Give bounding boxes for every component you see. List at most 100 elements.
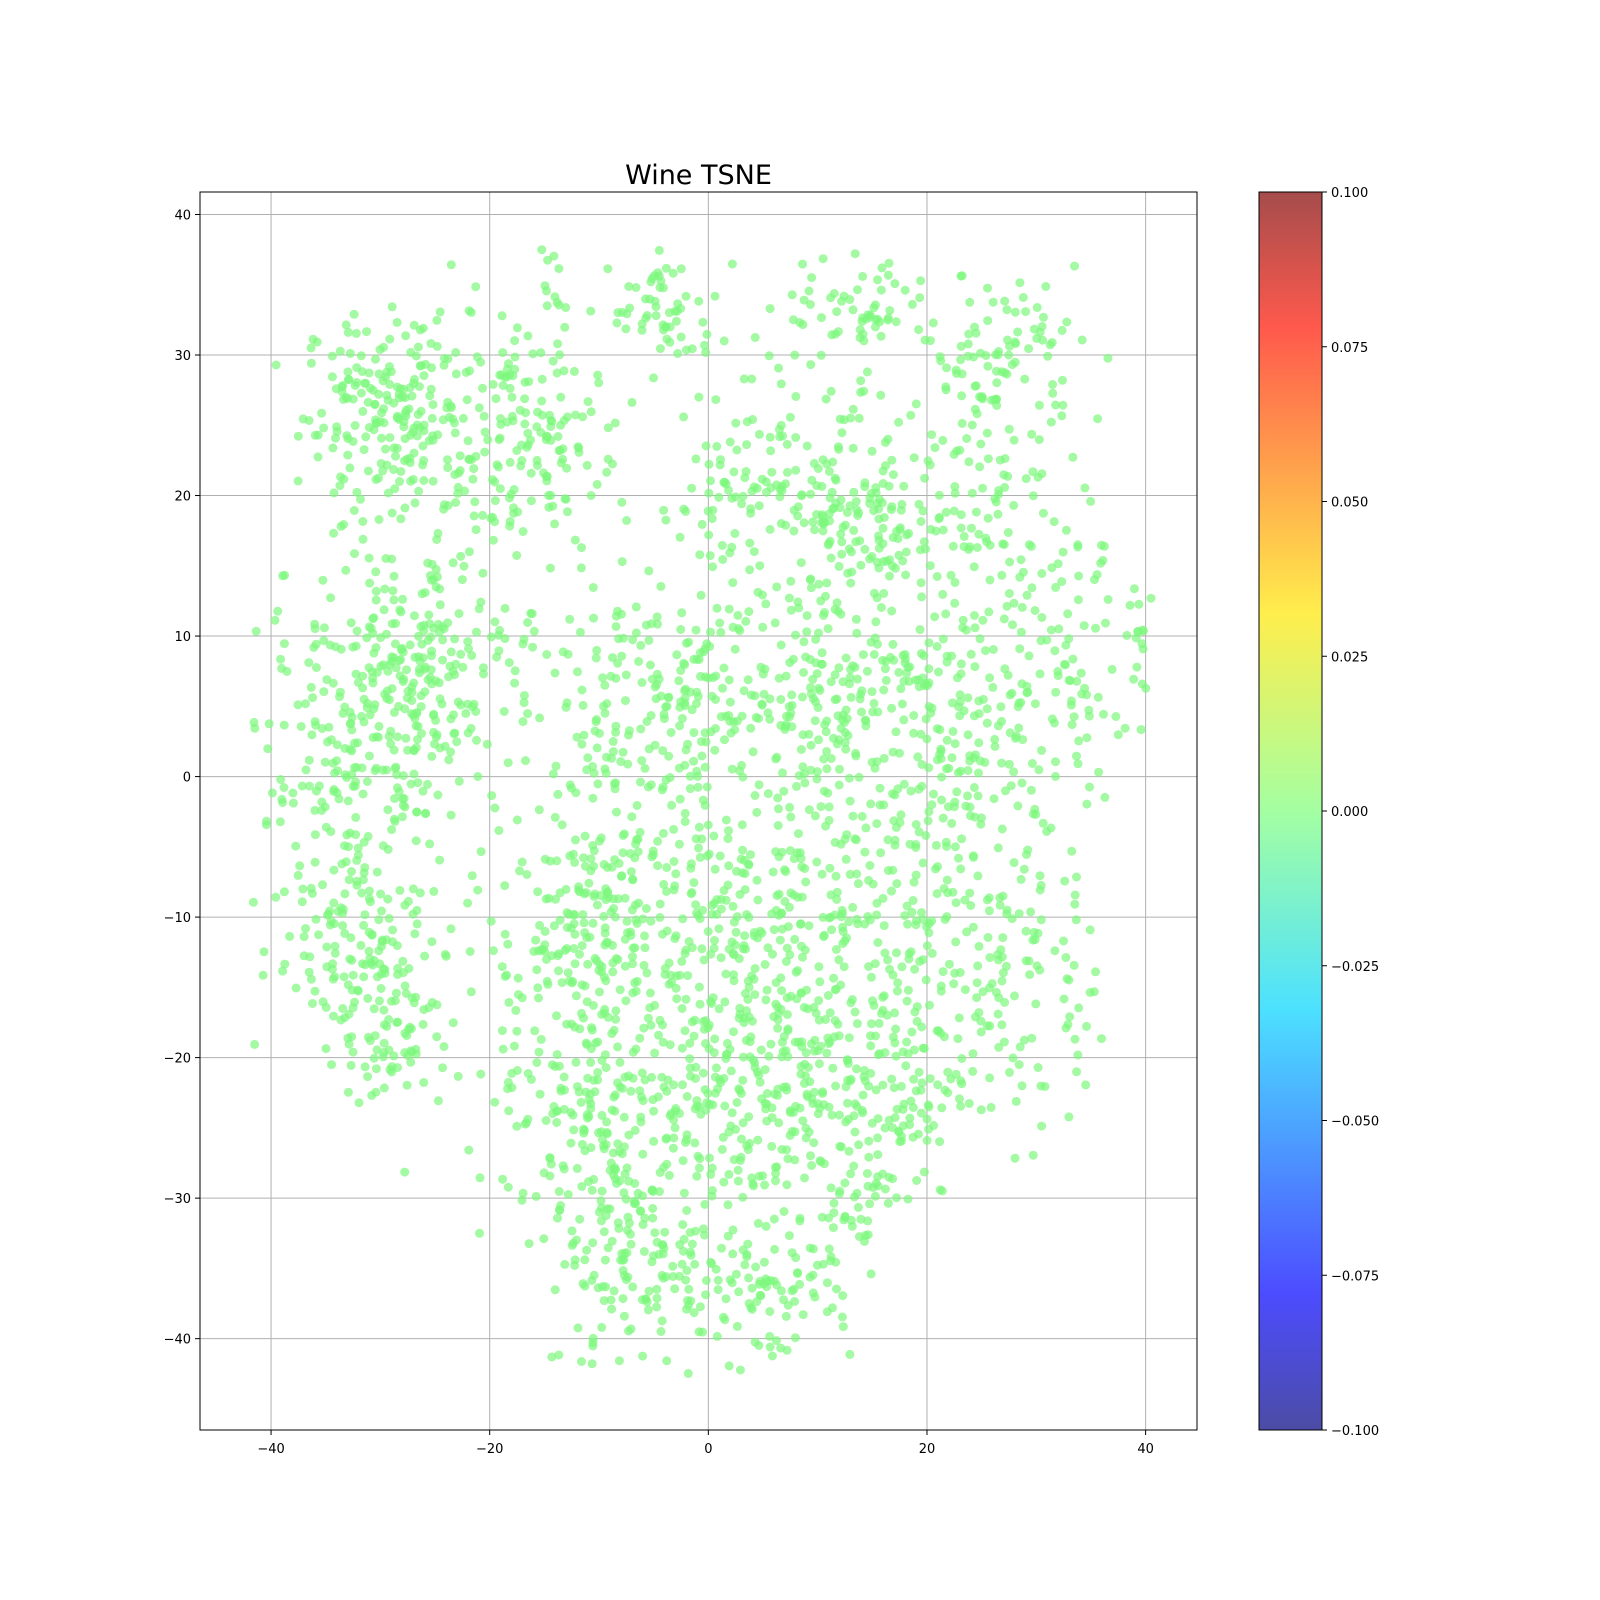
scatter-point	[768, 949, 777, 959]
scatter-point	[971, 328, 981, 338]
scatter-point	[866, 799, 876, 809]
scatter-point	[270, 615, 280, 625]
scatter-point	[702, 851, 712, 861]
scatter-point	[337, 859, 347, 869]
scatter-point	[1001, 786, 1010, 796]
scatter-point	[662, 1356, 672, 1366]
scatter-point	[359, 694, 369, 704]
scatter-point	[1050, 718, 1059, 728]
scatter-point	[830, 985, 840, 995]
scatter-point	[707, 909, 717, 919]
scatter-point	[378, 466, 388, 476]
colorbar: 0.1000.0750.0500.0250.000−0.025−0.050−0.…	[1258, 186, 1379, 1439]
scatter-point	[537, 245, 547, 255]
scatter-point	[580, 928, 590, 938]
scatter-point	[714, 492, 724, 502]
scatter-point	[878, 893, 888, 903]
scatter-point	[413, 735, 422, 744]
scatter-point	[673, 299, 683, 309]
scatter-point	[895, 748, 904, 758]
scatter-point	[651, 694, 661, 704]
scatter-point	[746, 1032, 756, 1042]
scatter-point	[1067, 846, 1077, 856]
scatter-point	[682, 1092, 692, 1101]
scatter-point	[554, 264, 564, 274]
scatter-point	[622, 516, 632, 525]
scatter-point	[345, 719, 355, 729]
scatter-point	[720, 1101, 730, 1111]
scatter-point	[830, 837, 840, 847]
scatter-point	[357, 367, 367, 377]
scatter-point	[368, 733, 378, 742]
scatter-point	[640, 931, 649, 941]
scatter-point	[433, 619, 443, 629]
scatter-point	[868, 879, 878, 889]
scatter-point	[811, 658, 821, 668]
scatter-point	[310, 857, 320, 867]
scatter-point	[951, 898, 961, 908]
scatter-point	[769, 925, 779, 935]
scatter-point	[545, 856, 555, 866]
scatter-point	[556, 420, 566, 430]
scatter-point	[838, 677, 848, 687]
scatter-point	[545, 1154, 555, 1163]
scatter-point	[675, 1240, 685, 1250]
scatter-point	[571, 410, 580, 420]
scatter-point	[881, 656, 891, 666]
scatter-point	[806, 574, 816, 584]
scatter-point	[360, 910, 370, 920]
scatter-point	[732, 912, 742, 922]
scatter-point	[356, 940, 366, 950]
scatter-point	[946, 570, 956, 580]
scatter-point	[626, 867, 636, 877]
scatter-point	[408, 909, 418, 919]
scatter-point	[400, 1028, 410, 1038]
scatter-point	[650, 740, 660, 750]
scatter-point	[657, 785, 667, 795]
scatter-point	[903, 1049, 913, 1059]
scatter-point	[773, 793, 783, 803]
scatter-point	[689, 878, 699, 888]
scatter-point	[454, 776, 464, 786]
scatter-point	[582, 1245, 592, 1255]
scatter-point	[298, 414, 308, 424]
scatter-point	[699, 647, 708, 657]
scatter-point	[981, 351, 991, 360]
scatter-point	[976, 819, 986, 829]
scatter-point	[332, 422, 342, 432]
scatter-point	[957, 418, 967, 428]
scatter-point	[955, 697, 965, 707]
scatter-point	[784, 1231, 794, 1241]
scatter-point	[891, 317, 901, 327]
scatter-point	[902, 901, 912, 911]
scatter-point	[643, 1013, 653, 1023]
scatter-point	[400, 802, 410, 812]
scatter-point	[1046, 625, 1056, 635]
scatter-point	[871, 1085, 881, 1095]
scatter-point	[949, 449, 959, 459]
scatter-point	[717, 1145, 727, 1154]
scatter-point	[753, 1218, 763, 1228]
scatter-point	[772, 582, 782, 592]
scatter-point	[661, 702, 671, 712]
scatter-point	[785, 412, 795, 422]
scatter-point	[941, 507, 951, 517]
scatter-point	[396, 514, 406, 524]
scatter-point	[850, 834, 860, 844]
scatter-point	[943, 802, 953, 812]
scatter-point	[730, 529, 740, 538]
scatter-point	[742, 1252, 752, 1262]
scatter-point	[887, 886, 896, 896]
scatter-point	[852, 1101, 862, 1111]
scatter-point	[319, 687, 329, 697]
scatter-point	[371, 595, 381, 605]
scatter-point	[633, 1188, 643, 1198]
scatter-point	[904, 528, 914, 538]
scatter-point	[778, 431, 788, 441]
scatter-point	[973, 961, 983, 971]
scatter-point	[409, 320, 419, 330]
scatter-point	[896, 810, 906, 820]
scatter-point	[991, 987, 1001, 997]
scatter-point	[790, 1127, 800, 1137]
scatter-point	[748, 415, 758, 424]
